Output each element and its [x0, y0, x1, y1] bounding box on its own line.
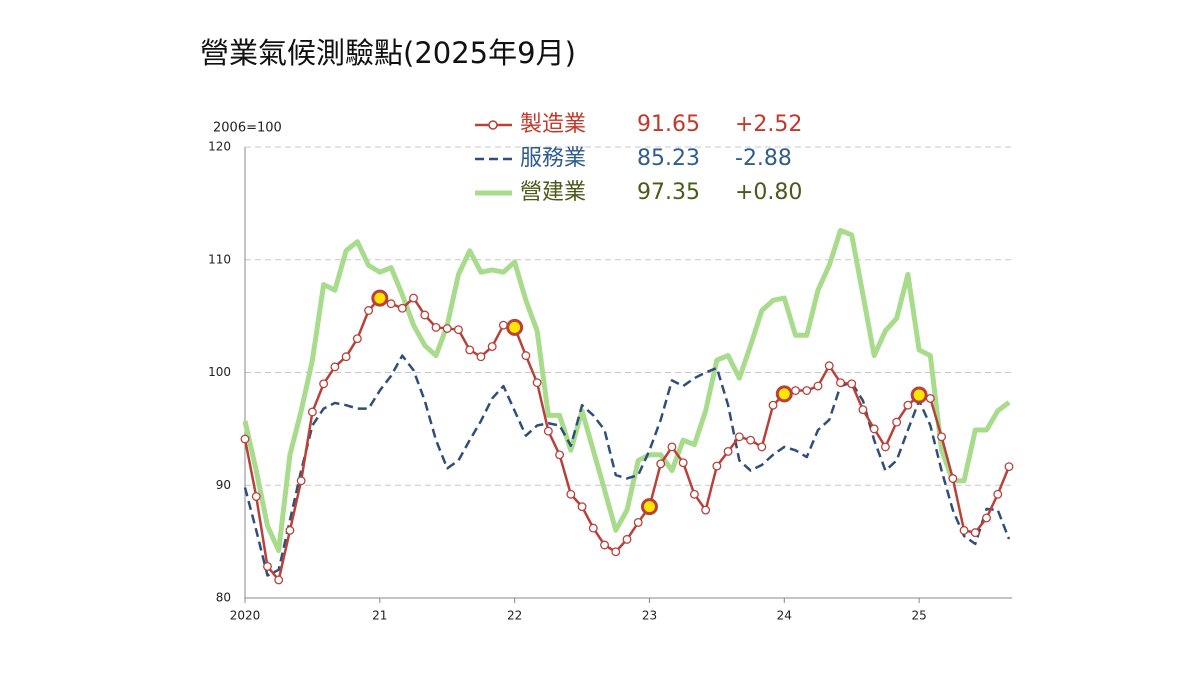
- legend-latest: 85.23: [637, 146, 700, 171]
- marker: [521, 351, 531, 361]
- marker: [982, 513, 991, 523]
- marker: [757, 442, 767, 452]
- legend-label: 製造業: [520, 112, 586, 137]
- legend-latest: 97.35: [637, 180, 700, 205]
- marker: [667, 442, 677, 452]
- marker: [633, 518, 643, 527]
- x-tick-label: 24: [777, 609, 792, 623]
- marker: [689, 489, 699, 499]
- marker: [611, 547, 621, 557]
- marker: [555, 450, 565, 460]
- y-tick-label: 100: [208, 365, 231, 379]
- marker: [622, 534, 632, 544]
- marker: [240, 434, 250, 444]
- chart-title: 營業氣候測驗點(2025年9月): [200, 36, 576, 70]
- legend-change: +2.52: [735, 112, 802, 137]
- marker: [656, 459, 666, 469]
- marker: [251, 492, 261, 501]
- marker: [903, 400, 913, 410]
- marker: [543, 426, 553, 436]
- y-tick-label: 120: [208, 140, 231, 154]
- y-tick-label: 80: [216, 591, 231, 605]
- legend-label: 服務業: [520, 146, 586, 171]
- marker: [409, 293, 418, 303]
- marker: [296, 476, 306, 486]
- marker: [319, 379, 329, 389]
- legend-marker: [488, 120, 498, 130]
- marker: [836, 378, 845, 388]
- marker: [307, 407, 317, 417]
- marker: [802, 386, 812, 395]
- marker: [397, 303, 407, 313]
- x-tick-label: 23: [642, 609, 657, 623]
- y-axis-label: 2006=100: [213, 121, 282, 136]
- marker: [263, 561, 272, 571]
- marker: [465, 345, 475, 355]
- highlight-marker: [371, 289, 389, 307]
- marker: [386, 299, 396, 309]
- marker: [746, 435, 756, 445]
- marker: [925, 393, 935, 403]
- marker: [734, 432, 744, 442]
- y-tick-label: 90: [216, 478, 231, 492]
- highlight-marker: [775, 385, 793, 403]
- marker: [577, 502, 587, 512]
- series-line: [243, 354, 1011, 577]
- marker: [768, 400, 778, 410]
- marker: [970, 528, 980, 538]
- marker: [498, 320, 508, 330]
- marker: [791, 386, 800, 395]
- marker: [442, 324, 452, 333]
- series-line: [242, 227, 1011, 554]
- marker: [678, 458, 688, 468]
- marker: [330, 362, 340, 372]
- marker: [824, 361, 834, 371]
- highlight-marker: [506, 318, 524, 336]
- marker: [847, 379, 857, 389]
- marker: [1004, 462, 1014, 472]
- marker: [420, 310, 430, 320]
- marker: [813, 381, 823, 391]
- x-tick-label: 22: [507, 609, 522, 623]
- marker: [431, 322, 441, 332]
- marker: [364, 306, 374, 315]
- marker: [454, 325, 463, 335]
- marker: [959, 525, 969, 535]
- x-tick-label: 25: [911, 609, 926, 623]
- legend-change: +0.80: [735, 180, 802, 205]
- marker: [352, 334, 362, 344]
- legend-change: -2.88: [735, 146, 792, 171]
- marker: [858, 405, 868, 415]
- marker: [487, 342, 497, 352]
- marker: [993, 489, 1003, 499]
- legend-label: 營建業: [520, 180, 586, 205]
- y-tick-label: 110: [208, 252, 231, 266]
- x-tick-label: 21: [372, 609, 387, 623]
- marker: [476, 352, 486, 362]
- marker: [869, 424, 879, 434]
- marker: [937, 432, 947, 442]
- marker: [701, 505, 711, 515]
- highlight-marker: [910, 386, 928, 404]
- marker: [274, 575, 284, 585]
- marker: [532, 378, 542, 388]
- marker: [341, 352, 351, 362]
- marker: [948, 474, 958, 483]
- marker: [285, 525, 295, 535]
- marker: [600, 540, 609, 550]
- marker: [588, 523, 598, 533]
- marker: [892, 417, 902, 427]
- x-tick-label: 2020: [230, 609, 261, 623]
- marker: [723, 446, 733, 456]
- marker: [712, 461, 722, 471]
- highlight-marker: [640, 498, 658, 516]
- legend-latest: 91.65: [637, 112, 700, 137]
- marker: [880, 442, 890, 452]
- marker: [566, 489, 576, 499]
